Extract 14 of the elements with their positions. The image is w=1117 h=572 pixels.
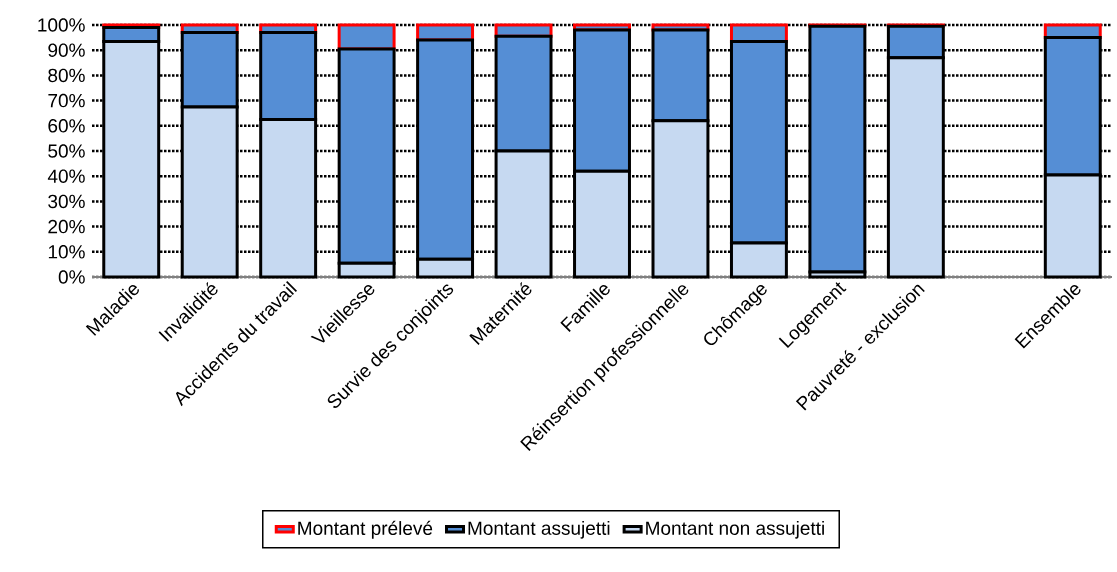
y-tick-label: 100% [38, 18, 85, 32]
y-tick-label: 70% [48, 93, 85, 108]
y-tick-label: 30% [48, 194, 85, 209]
y-tick-label: 50% [48, 144, 85, 158]
y-tick-label: 40% [47, 169, 85, 183]
y-tick-label: 80% [48, 68, 85, 83]
legend-label: Montant prélevé [298, 520, 433, 539]
y-tick-label: 20% [48, 219, 85, 234]
y-tick-label: 0% [58, 270, 85, 284]
y-tick-label: 60% [48, 119, 85, 133]
legend-label: Montant assujetti [468, 520, 610, 539]
legend-label: Montant non assujetti [646, 520, 824, 539]
y-tick-label: 90% [48, 43, 85, 57]
y-tick-label: 10% [48, 245, 85, 259]
